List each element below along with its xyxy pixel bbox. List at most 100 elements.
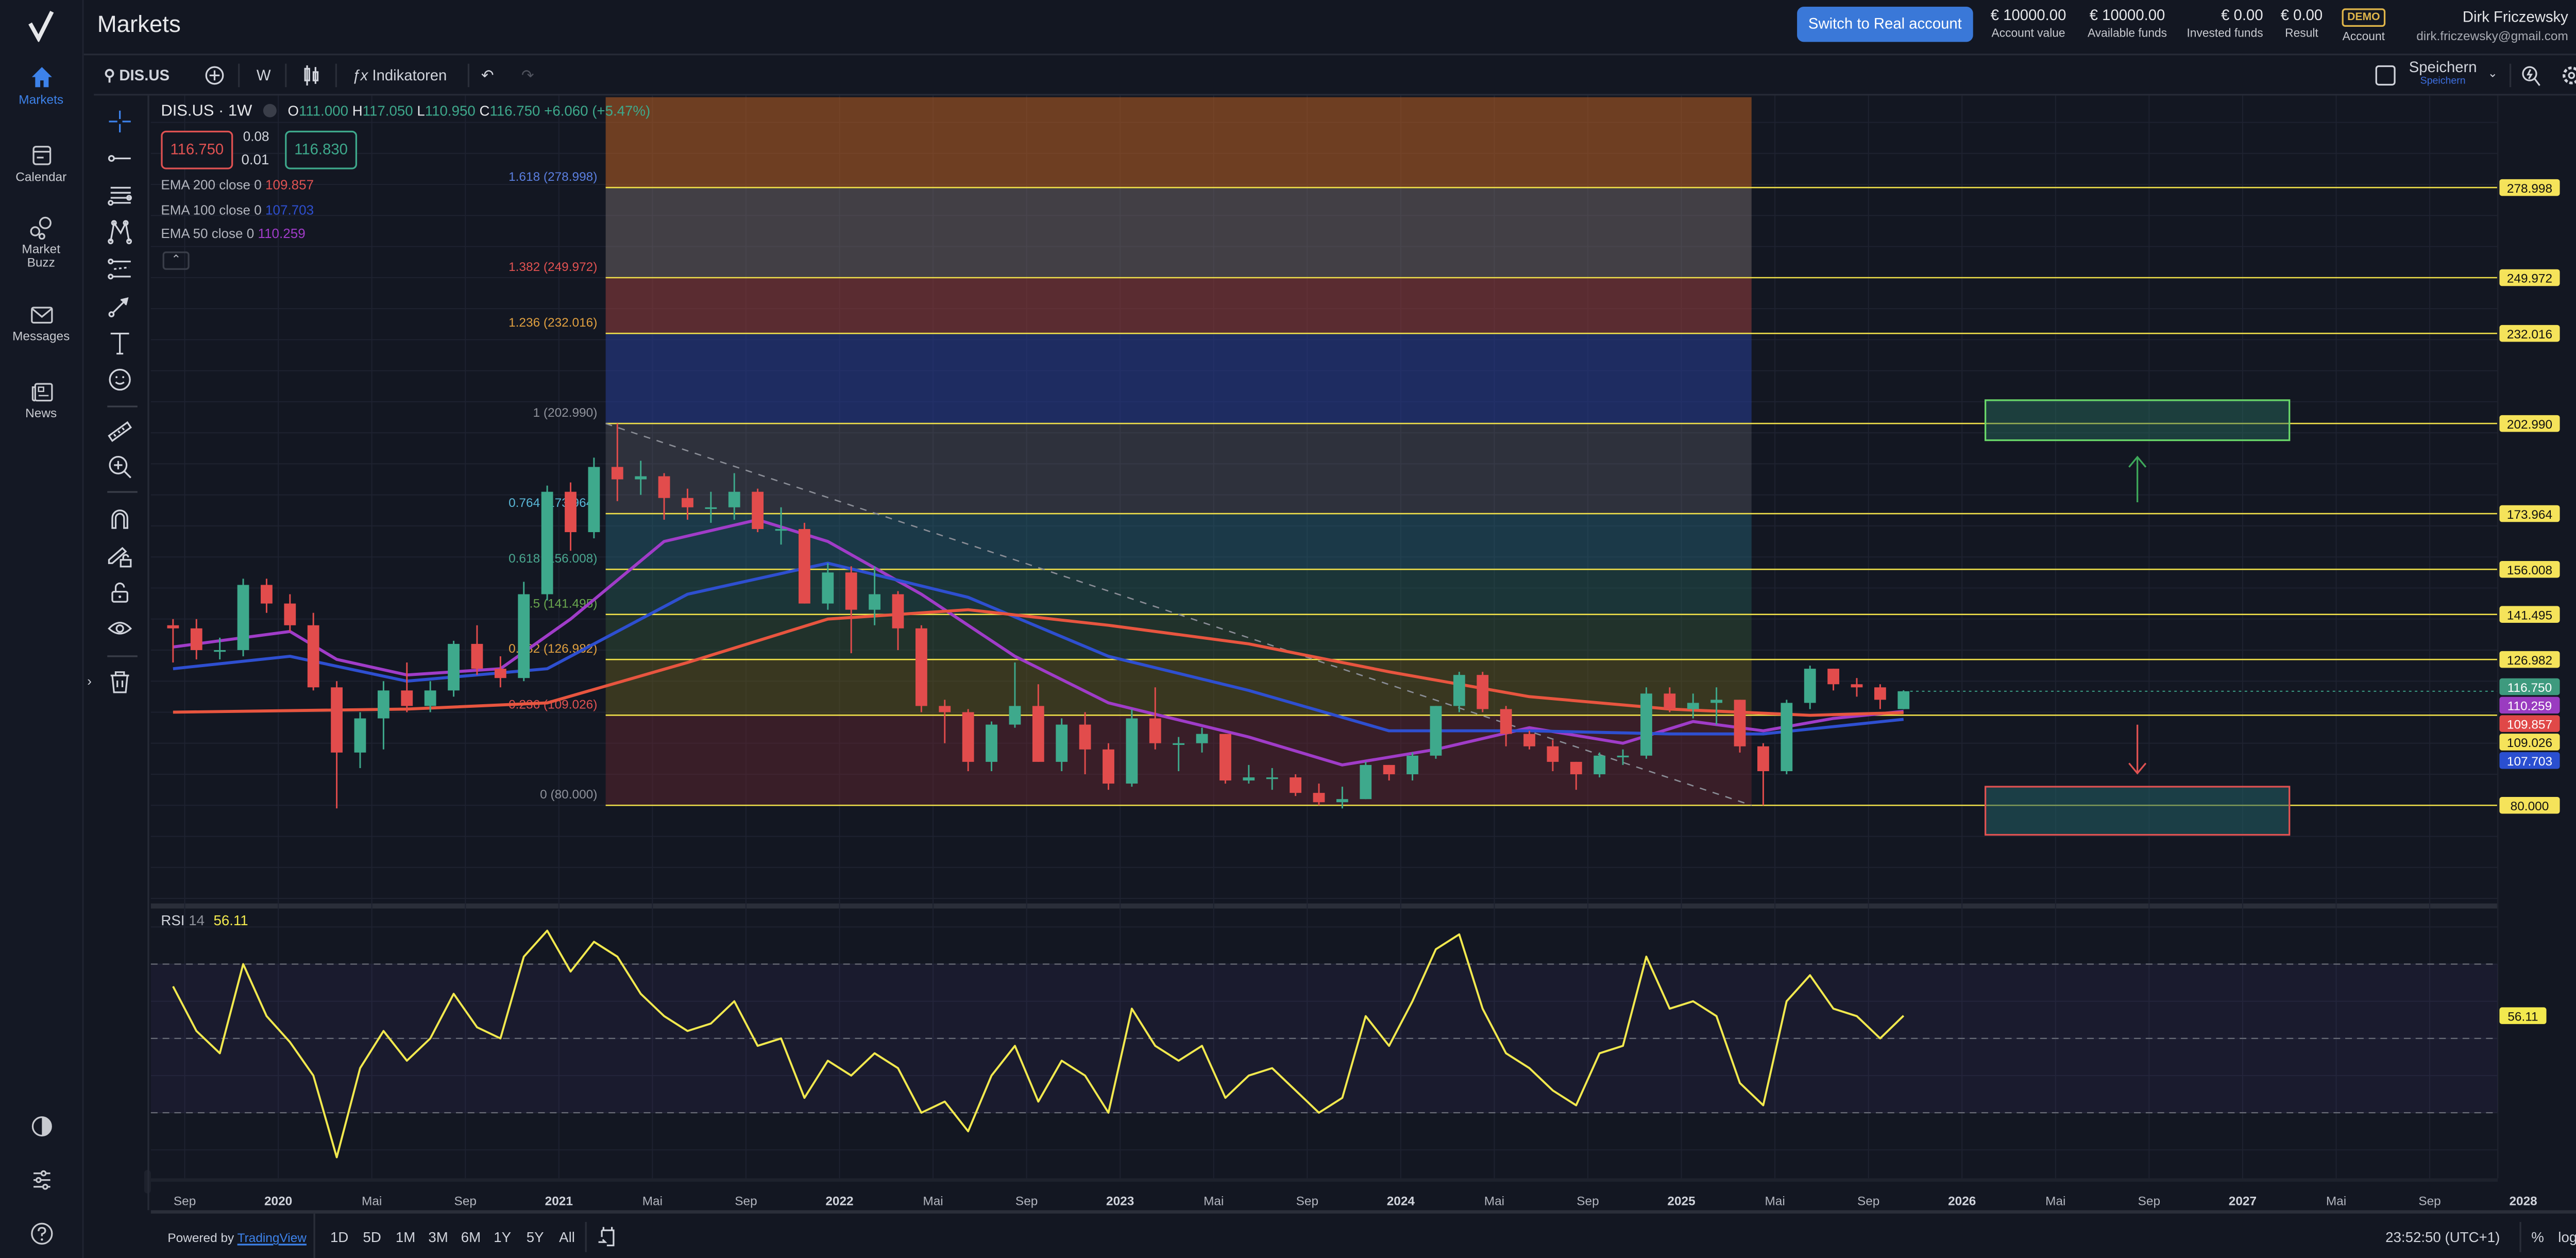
ema-50-legend[interactable]: EMA 50 close 0 110.259 xyxy=(161,226,305,241)
theme-toggle[interactable] xyxy=(0,1115,82,1142)
collapse-legend-chevron-icon[interactable]: ⌃ xyxy=(162,251,190,270)
indicators-button[interactable]: ƒx Indikatoren xyxy=(352,64,447,88)
candle xyxy=(939,700,951,743)
candle xyxy=(682,488,693,520)
collapse-minus-icon[interactable] xyxy=(263,105,277,118)
logo[interactable] xyxy=(0,8,82,45)
account-type[interactable]: DEMO Account xyxy=(2330,7,2397,44)
rsi-legend[interactable]: RSI 14 56.11 xyxy=(161,912,248,929)
pattern-icon[interactable] xyxy=(107,219,132,245)
nav-item-market-buzz[interactable]: Market Buzz xyxy=(0,216,82,270)
candle-body xyxy=(962,712,974,762)
nav-item-markets[interactable]: Markets xyxy=(0,65,82,107)
range-button-1m[interactable]: 1M xyxy=(395,1229,416,1246)
candle-body xyxy=(307,625,319,688)
crosshair-icon[interactable] xyxy=(107,109,132,134)
candle xyxy=(1266,768,1278,790)
stat-label: Account value xyxy=(1991,28,2065,41)
candle-body xyxy=(1313,793,1325,803)
help-button[interactable] xyxy=(0,1222,82,1249)
ema-200-legend[interactable]: EMA 200 close 0 109.857 xyxy=(161,178,314,193)
time-tick-label: Sep xyxy=(735,1194,757,1208)
arrow-icon[interactable] xyxy=(107,293,132,318)
time-tick-label: Sep xyxy=(2418,1194,2441,1208)
symbol-search[interactable]: ⚲ DIS.US xyxy=(104,64,170,88)
emoji-icon[interactable] xyxy=(107,367,132,393)
settings-button[interactable] xyxy=(2562,64,2576,88)
time-tick-label: Mai xyxy=(1204,1194,1224,1208)
range-button-3m[interactable]: 3M xyxy=(428,1229,448,1246)
candle-body xyxy=(1897,691,1910,709)
stat-available-funds: € 10000.00 Available funds xyxy=(2079,7,2176,40)
lock-drawings-icon[interactable] xyxy=(107,543,132,568)
undo-button[interactable]: ↶ xyxy=(481,64,494,88)
range-button-1d[interactable]: 1D xyxy=(330,1229,349,1246)
text-icon[interactable] xyxy=(107,330,132,355)
candle-body xyxy=(1079,724,1091,750)
interval-button[interactable]: W xyxy=(256,67,271,84)
go-to-date-button[interactable] xyxy=(597,1226,617,1251)
redo-button[interactable]: ↷ xyxy=(521,64,534,88)
time-tick-label: 2021 xyxy=(545,1194,573,1208)
candle-body xyxy=(1196,734,1208,743)
candle-body xyxy=(1219,734,1231,781)
candle-body xyxy=(494,669,506,678)
candle xyxy=(658,473,670,520)
switch-to-real-account-button[interactable]: Switch to Real account xyxy=(1797,7,1973,42)
range-button-all[interactable]: All xyxy=(559,1229,575,1246)
candle xyxy=(1103,743,1114,790)
candle xyxy=(822,563,834,610)
ruler-icon[interactable] xyxy=(107,417,132,443)
candle-body xyxy=(1664,693,1676,709)
compare-button[interactable] xyxy=(205,64,225,88)
chart-type-button[interactable] xyxy=(303,64,320,88)
fib-retracement-icon[interactable] xyxy=(107,183,132,208)
stat-value: € 10000.00 xyxy=(1990,7,2066,24)
candle-body xyxy=(284,603,296,625)
projection-icon[interactable] xyxy=(107,257,132,282)
stat-result: € 0.00 Result xyxy=(2263,7,2341,40)
stat-label: Invested funds xyxy=(2187,28,2263,41)
candle xyxy=(565,482,577,551)
save-dropdown-chevron-icon[interactable]: ⌄ xyxy=(2487,69,2498,81)
fib-level-label: 1.236 (232.016) xyxy=(509,316,597,330)
buy-price-button[interactable]: 116.830 xyxy=(285,130,358,169)
eye-icon[interactable] xyxy=(107,617,132,642)
expand-toolbar-chevron-icon[interactable]: › xyxy=(87,674,92,689)
settings-sliders[interactable] xyxy=(0,1168,82,1195)
save-button[interactable]: Speichern Speichern xyxy=(2409,59,2477,87)
range-button-1y[interactable]: 1Y xyxy=(494,1229,512,1246)
unlock-icon[interactable] xyxy=(107,580,132,605)
sell-price-button[interactable]: 116.750 xyxy=(161,130,233,169)
fib-level-label: 0.5 (141.495) xyxy=(522,597,597,611)
quick-search-button[interactable] xyxy=(2521,64,2541,88)
tradingview-link[interactable]: TradingView xyxy=(237,1230,307,1246)
ema-100-legend[interactable]: EMA 100 close 0 107.703 xyxy=(161,203,314,218)
range-button-6m[interactable]: 6M xyxy=(461,1229,481,1246)
magnet-icon[interactable] xyxy=(107,506,132,532)
trash-icon[interactable] xyxy=(107,669,132,694)
candle-body xyxy=(401,690,413,706)
stat-label: Result xyxy=(2285,28,2318,41)
candle-body xyxy=(1757,746,1769,771)
range-button-5y[interactable]: 5Y xyxy=(526,1229,544,1246)
nav-item-calendar[interactable]: Calendar xyxy=(0,143,82,184)
candle xyxy=(471,625,483,675)
nav-item-news[interactable]: News xyxy=(0,382,82,421)
range-button-5d[interactable]: 5D xyxy=(363,1229,381,1246)
percent-toggle[interactable]: % xyxy=(2531,1229,2544,1246)
divider xyxy=(313,1213,315,1258)
symbol-title: DIS.US · 1W xyxy=(161,102,252,121)
zoom-in-icon[interactable] xyxy=(107,454,132,480)
trend-line-icon[interactable] xyxy=(107,146,132,171)
divider xyxy=(238,63,240,88)
log-toggle[interactable]: log xyxy=(2558,1229,2576,1246)
nav-item-messages[interactable]: Messages xyxy=(0,305,82,344)
user-info[interactable]: Dirk Friczewsky dirk.friczewsky@gmail.com xyxy=(2416,8,2568,43)
price-badge-label: 232.016 xyxy=(2507,328,2552,342)
candle xyxy=(635,461,647,495)
layout-checkbox[interactable] xyxy=(2375,65,2396,86)
candle-body xyxy=(635,476,647,480)
